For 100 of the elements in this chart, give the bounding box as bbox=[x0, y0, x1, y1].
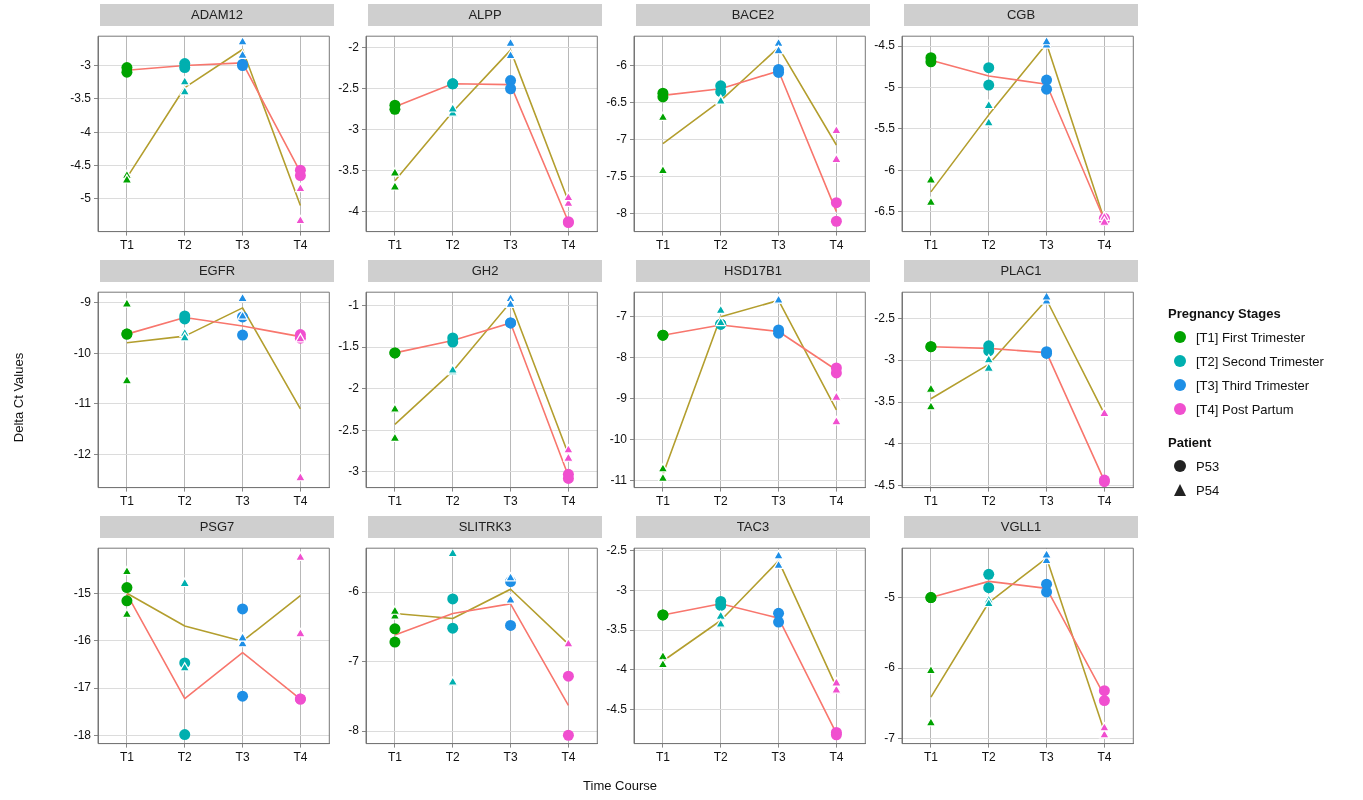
x-tick-label: T2 bbox=[981, 494, 997, 509]
y-tick-label: -8 bbox=[348, 723, 360, 738]
legend-label: [T3] Third Trimester bbox=[1196, 377, 1310, 393]
x-tick-label: T1 bbox=[119, 238, 135, 253]
y-tick-label: -6.5 bbox=[874, 204, 896, 219]
x-tick-label: T4 bbox=[829, 494, 844, 509]
y-tick-label: -3 bbox=[80, 57, 92, 72]
y-tick-label: -3 bbox=[348, 464, 360, 479]
y-tick-label: -11 bbox=[74, 396, 92, 411]
x-tick-label: T4 bbox=[561, 750, 576, 765]
x-tick-label: T3 bbox=[503, 494, 518, 509]
x-tick-label: T3 bbox=[771, 494, 786, 509]
x-tick-label: T2 bbox=[445, 750, 461, 765]
chart-title: HSD17B1 bbox=[636, 260, 870, 282]
x-tick-label: T3 bbox=[503, 238, 518, 253]
x-tick-label: T3 bbox=[771, 238, 786, 253]
x-tick-label: T3 bbox=[1039, 238, 1054, 253]
y-tick-label: -8 bbox=[616, 350, 628, 365]
x-tick-label: T2 bbox=[445, 238, 461, 253]
x-tick-label: T1 bbox=[387, 494, 403, 509]
y-tick-label: -9 bbox=[80, 295, 92, 310]
y-tick-label: -11 bbox=[610, 472, 628, 487]
x-tick-label: T1 bbox=[387, 750, 403, 765]
x-tick-label: T4 bbox=[293, 750, 308, 765]
y-axis-title: Delta Ct Values bbox=[10, 351, 26, 445]
y-tick-label: -5 bbox=[884, 589, 896, 604]
x-tick-label: T3 bbox=[235, 494, 250, 509]
x-tick-label: T1 bbox=[923, 238, 939, 253]
text: Patient bbox=[1168, 435, 1213, 450]
y-tick-label: -3 bbox=[884, 352, 896, 367]
y-tick-label: -2.5 bbox=[606, 542, 628, 557]
x-tick-label: T1 bbox=[119, 750, 135, 765]
chart-title: CGB bbox=[904, 4, 1138, 26]
y-tick-label: -8 bbox=[616, 206, 628, 221]
y-tick-label: -4.5 bbox=[874, 478, 896, 493]
x-tick-label: T2 bbox=[177, 494, 193, 509]
x-tick-label: T3 bbox=[503, 750, 518, 765]
y-tick-label: -1 bbox=[348, 297, 360, 312]
y-tick-label: -7 bbox=[884, 730, 896, 745]
y-tick-label: -7.5 bbox=[606, 169, 628, 184]
y-tick-label: -6.5 bbox=[606, 95, 628, 110]
y-tick-label: -3 bbox=[616, 582, 628, 597]
y-tick-label: -15 bbox=[73, 585, 92, 600]
x-tick-label: T4 bbox=[561, 494, 576, 509]
text: P54 bbox=[1196, 482, 1220, 498]
y-tick-label: -4.5 bbox=[70, 157, 92, 172]
y-tick-label: -3.5 bbox=[606, 622, 628, 637]
y-tick-label: -9 bbox=[616, 391, 628, 406]
y-tick-label: -3 bbox=[348, 122, 360, 137]
y-tick-label: -5 bbox=[884, 79, 896, 94]
x-tick-label: T1 bbox=[655, 494, 671, 509]
x-tick-label: T2 bbox=[981, 750, 997, 765]
y-tick-label: -1.5 bbox=[338, 339, 360, 354]
y-tick-label: -7 bbox=[616, 309, 628, 324]
chart-title: TAC3 bbox=[636, 516, 870, 538]
x-axis-title: Time Course bbox=[582, 778, 658, 793]
x-tick-label: T4 bbox=[293, 494, 308, 509]
y-tick-label: -5 bbox=[80, 191, 92, 206]
x-tick-label: T4 bbox=[829, 750, 844, 765]
x-tick-label: T1 bbox=[655, 750, 671, 765]
x-tick-label: T4 bbox=[1097, 238, 1112, 253]
chart-title: GH2 bbox=[368, 260, 602, 282]
x-tick-label: T4 bbox=[1097, 750, 1112, 765]
y-tick-label: -16 bbox=[73, 633, 92, 647]
x-tick-label: T3 bbox=[235, 238, 250, 253]
chart-title: EGFR bbox=[100, 260, 334, 282]
y-tick-label: -10 bbox=[73, 345, 92, 360]
y-tick-label: -18 bbox=[73, 727, 92, 742]
text: P53 bbox=[1196, 458, 1220, 474]
y-tick-label: -4 bbox=[80, 124, 92, 139]
x-tick-label: T2 bbox=[713, 238, 729, 253]
y-tick-label: -4.5 bbox=[874, 38, 896, 53]
y-tick-label: -7 bbox=[616, 132, 628, 147]
chart-title: VGLL1 bbox=[904, 516, 1138, 538]
y-tick-label: -6 bbox=[884, 660, 896, 675]
x-tick-label: T2 bbox=[713, 750, 729, 765]
chart-title: PLAC1 bbox=[904, 260, 1138, 282]
y-tick-label: -6 bbox=[884, 162, 896, 177]
chart-title: BACE2 bbox=[636, 4, 870, 26]
y-tick-label: -6 bbox=[348, 584, 360, 599]
legend-title: Pregnancy Stages bbox=[1168, 306, 1282, 321]
chart-title: PSG7 bbox=[100, 516, 334, 538]
y-tick-label: -2 bbox=[348, 380, 360, 395]
x-tick-label: T3 bbox=[235, 750, 250, 765]
y-tick-label: -2.5 bbox=[338, 422, 360, 437]
x-tick-label: T4 bbox=[1097, 494, 1112, 509]
chart-title: ALPP bbox=[368, 4, 602, 26]
y-tick-label: -2.5 bbox=[338, 81, 360, 96]
x-tick-label: T4 bbox=[293, 238, 308, 253]
x-tick-label: T1 bbox=[387, 238, 403, 253]
chart-title: ADAM12 bbox=[100, 4, 334, 26]
x-tick-label: T4 bbox=[829, 238, 844, 253]
legend-label: [T2] Second Trimester bbox=[1196, 353, 1324, 369]
y-tick-label: -2.5 bbox=[874, 310, 896, 325]
x-tick-label: T2 bbox=[981, 238, 997, 253]
y-tick-label: -10 bbox=[609, 431, 628, 446]
x-tick-label: T2 bbox=[177, 750, 193, 765]
y-tick-label: -4.5 bbox=[606, 701, 628, 716]
chart-title: SLITRK3 bbox=[368, 516, 602, 538]
x-tick-label: T1 bbox=[923, 750, 939, 765]
